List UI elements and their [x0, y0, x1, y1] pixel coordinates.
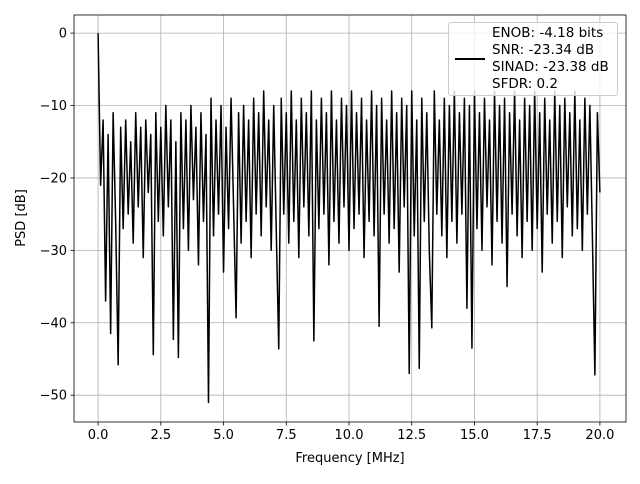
y-tick-label: −20 [40, 171, 67, 186]
x-tick-label: 20.0 [585, 428, 614, 443]
plot-frame [73, 14, 627, 423]
legend-label: ENOB: -4.18 bits SNR: -23.34 dB SINAD: -… [492, 25, 609, 92]
x-tick-label: 17.5 [523, 428, 552, 443]
x-tick-label: 0.0 [88, 428, 109, 443]
x-tick-label: 15.0 [460, 428, 489, 443]
x-tick-label: 7.5 [276, 428, 297, 443]
psd-line [97, 33, 601, 404]
y-tick-label: 0 [59, 27, 67, 42]
y-tick-label: −30 [40, 244, 67, 259]
x-tick-label: 5.0 [213, 428, 234, 443]
x-axis-label: Frequency [MHz] [295, 451, 404, 466]
y-tick-label: −10 [40, 99, 67, 114]
legend-line [455, 58, 485, 60]
y-axis-label: PSD [dB] [14, 189, 29, 247]
y-tick-label: −50 [40, 389, 67, 404]
x-tick-label: 2.5 [150, 428, 171, 443]
legend: ENOB: -4.18 bits SNR: -23.34 dB SINAD: -… [448, 22, 618, 96]
x-tick-label: 10.0 [335, 428, 364, 443]
x-tick-label: 12.5 [397, 428, 426, 443]
y-tick-label: −40 [40, 316, 67, 331]
